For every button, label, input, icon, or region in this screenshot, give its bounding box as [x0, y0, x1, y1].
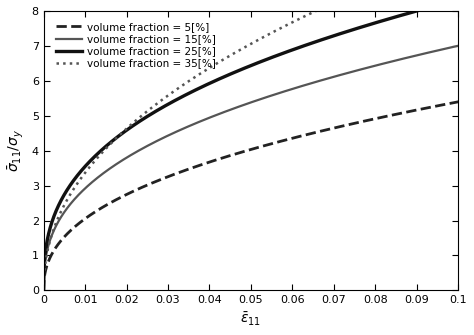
- volume fraction = 25[%]: [41, 288, 46, 292]
- volume fraction = 15[%]: [364, 66, 370, 70]
- volume fraction = 5[%]: [456, 100, 461, 104]
- volume fraction = 35[%]: [41, 288, 46, 292]
- volume fraction = 5[%]: [364, 119, 370, 123]
- Line: volume fraction = 35[%]: volume fraction = 35[%]: [44, 0, 458, 290]
- Y-axis label: $\bar{\sigma}_{11} / \sigma_y$: $\bar{\sigma}_{11} / \sigma_y$: [7, 129, 26, 172]
- Legend: volume fraction = 5[%], volume fraction = 15[%], volume fraction = 25[%], volume: volume fraction = 5[%], volume fraction …: [53, 19, 219, 71]
- volume fraction = 25[%]: [372, 21, 377, 25]
- volume fraction = 25[%]: [456, 0, 461, 2]
- volume fraction = 25[%]: [326, 36, 331, 40]
- volume fraction = 5[%]: [372, 117, 377, 121]
- volume fraction = 35[%]: [326, 3, 331, 7]
- volume fraction = 25[%]: [364, 23, 370, 27]
- volume fraction = 15[%]: [326, 76, 331, 80]
- volume fraction = 15[%]: [209, 115, 214, 119]
- volume fraction = 35[%]: [83, 170, 89, 174]
- volume fraction = 15[%]: [83, 186, 89, 190]
- volume fraction = 35[%]: [223, 56, 229, 60]
- Line: volume fraction = 25[%]: volume fraction = 25[%]: [44, 0, 458, 290]
- volume fraction = 15[%]: [41, 288, 46, 292]
- volume fraction = 25[%]: [223, 74, 229, 78]
- Line: volume fraction = 5[%]: volume fraction = 5[%]: [44, 102, 458, 290]
- volume fraction = 5[%]: [41, 288, 46, 292]
- volume fraction = 15[%]: [223, 109, 229, 113]
- volume fraction = 15[%]: [372, 64, 377, 68]
- volume fraction = 5[%]: [83, 216, 89, 220]
- volume fraction = 5[%]: [326, 127, 331, 131]
- volume fraction = 35[%]: [209, 65, 214, 69]
- X-axis label: $\bar{\varepsilon}_{11}$: $\bar{\varepsilon}_{11}$: [240, 311, 262, 328]
- volume fraction = 25[%]: [209, 80, 214, 84]
- Line: volume fraction = 15[%]: volume fraction = 15[%]: [44, 46, 458, 290]
- volume fraction = 15[%]: [456, 44, 461, 48]
- volume fraction = 5[%]: [223, 155, 229, 159]
- volume fraction = 5[%]: [209, 159, 214, 163]
- volume fraction = 25[%]: [83, 163, 89, 168]
